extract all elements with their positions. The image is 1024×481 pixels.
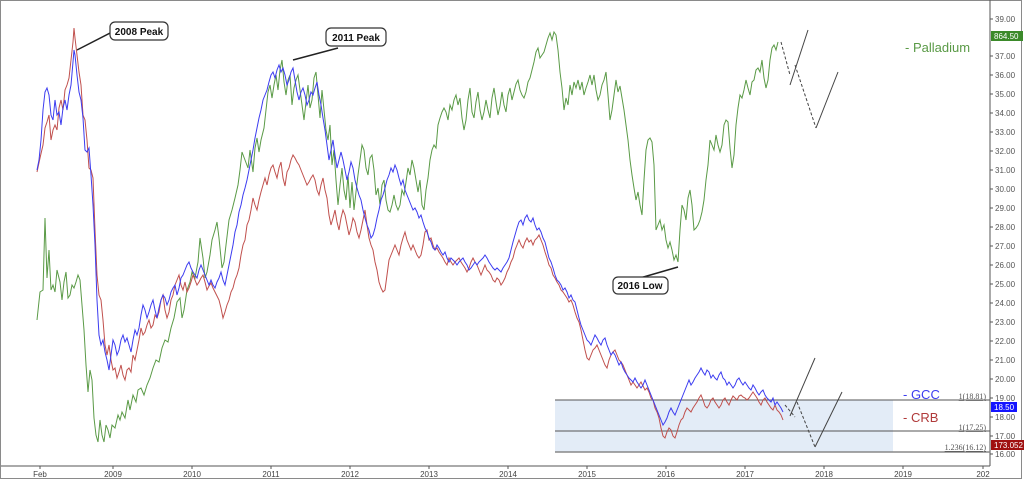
y-tick-22: 22.00	[995, 337, 1016, 346]
y-tick-33: 33.00	[995, 128, 1016, 137]
callout-2016-low: 2016 Low	[612, 266, 679, 295]
x-tick-2016: 2016	[657, 470, 675, 479]
x-tick-2014: 2014	[499, 470, 517, 479]
badge-gcc: 18.50	[991, 402, 1017, 412]
y-tick-19: 19.00	[995, 394, 1016, 403]
badge-gcc-value: 18.50	[994, 403, 1015, 412]
y-tick-34: 34.00	[995, 109, 1016, 118]
y-tick-39: 39.00	[995, 15, 1016, 24]
badge-crb: 173.052	[991, 440, 1024, 450]
y-tick-24: 24.00	[995, 299, 1016, 308]
y-tick-31: 31.00	[995, 166, 1016, 175]
y-tick-29: 29.00	[995, 204, 1016, 213]
palladium-line	[36, 30, 779, 443]
y-tick-17: 17.00	[995, 432, 1016, 441]
x-tick-2012: 2012	[341, 470, 359, 479]
x-tick-2013: 2013	[420, 470, 438, 479]
x-tick-2010: 2010	[183, 470, 201, 479]
projection-paths	[780, 29, 843, 448]
x-tick-2019: 2019	[894, 470, 912, 479]
x-axis: Feb 2009 2010 2011 2012 2013 2014 2015 2…	[33, 466, 990, 479]
y-tick-28: 28.00	[995, 223, 1016, 232]
y-tick-20: 20.00	[995, 375, 1016, 384]
y-tick-27: 27.00	[995, 242, 1016, 251]
target-zone	[555, 399, 990, 453]
y-tick-23: 23.00	[995, 318, 1016, 327]
y-tick-37: 37.00	[995, 52, 1016, 61]
y-tick-32: 32.00	[995, 147, 1016, 156]
y-tick-30: 30.00	[995, 185, 1016, 194]
callout-2011-peak: 2011 Peak	[292, 27, 387, 61]
y-tick-35: 35.00	[995, 90, 1016, 99]
badge-crb-value: 173.052	[994, 441, 1023, 450]
callout-2008-peak-label: 2008 Peak	[115, 27, 164, 38]
y-tick-26: 26.00	[995, 261, 1016, 270]
fib-level-1: 1(18.81)	[959, 392, 987, 401]
y-tick-16: 16.00	[995, 450, 1016, 459]
legend-crb: - CRB	[903, 410, 938, 425]
y-tick-25: 25.00	[995, 280, 1016, 289]
callout-2016-low-label: 2016 Low	[617, 281, 662, 292]
crb-line	[36, 27, 784, 439]
x-tick-2009: 2009	[104, 470, 122, 479]
badge-palladium: 864.50	[991, 31, 1023, 41]
x-tick-feb: Feb	[33, 470, 47, 479]
callout-2011-peak-label: 2011 Peak	[332, 33, 380, 44]
gcc-line	[36, 49, 784, 427]
y-tick-36: 36.00	[995, 71, 1016, 80]
legend-palladium: - Palladium	[905, 40, 970, 55]
x-tick-2018: 2018	[815, 470, 833, 479]
badge-palladium-value: 864.50	[994, 32, 1019, 41]
x-tick-2017: 2017	[736, 470, 754, 479]
x-tick-2015: 2015	[578, 470, 596, 479]
y-tick-18: 18.00	[995, 413, 1016, 422]
x-tick-202: 202	[976, 470, 990, 479]
y-axis: 39.00 37.00 36.00 35.00 34.00 33.00 32.0…	[990, 15, 1016, 459]
callout-2008-peak: 2008 Peak	[76, 21, 169, 51]
y-tick-21: 21.00	[995, 356, 1016, 365]
legend-gcc: - GCC	[903, 387, 940, 402]
x-tick-2011: 2011	[262, 470, 280, 479]
fib-level-2: 1(17.25)	[959, 423, 987, 432]
fib-level-3: 1.236(16.12)	[945, 443, 987, 452]
